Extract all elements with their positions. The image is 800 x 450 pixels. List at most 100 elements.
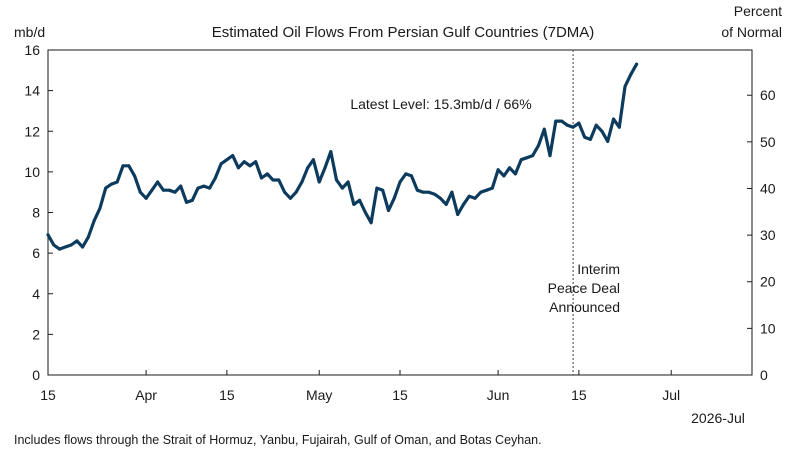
left-y-tick-label: 8 [32, 205, 40, 221]
data-point [121, 164, 125, 168]
right-y-tick-label: 40 [760, 180, 776, 196]
left-y-tick-label: 2 [32, 326, 40, 342]
data-point [629, 72, 633, 76]
data-point [588, 137, 592, 141]
data-point [404, 172, 408, 176]
data-point [623, 85, 627, 89]
chart-title: Estimated Oil Flows From Persian Gulf Co… [212, 24, 595, 41]
data-point [115, 180, 119, 184]
data-point [110, 182, 113, 186]
data-point [467, 194, 471, 198]
data-point [577, 121, 581, 125]
data-point [219, 162, 223, 166]
data-point [138, 190, 142, 194]
footnote: Includes flows through the Strait of Hor… [14, 433, 542, 447]
data-point [635, 62, 639, 66]
axes-group: 0 2 4 6 8 10 12 14 16 0 10 20 30 40 50 60 15 Apr 15 May 15 Ju… [24, 42, 775, 403]
data-point [456, 213, 460, 216]
left-y-tick-label: 6 [32, 245, 40, 261]
data-point [300, 180, 304, 184]
x-tick-label: May [306, 387, 332, 403]
data-point [617, 125, 621, 129]
right-axis-label-line-1: Percent [734, 3, 782, 19]
data-point [46, 233, 50, 237]
data-point [208, 186, 212, 190]
data-point [127, 164, 131, 168]
data-point [69, 243, 73, 247]
data-point [600, 129, 604, 133]
data-point [427, 190, 431, 194]
data-point [75, 239, 79, 243]
data-point [167, 188, 171, 192]
data-point [185, 200, 188, 204]
data-point [410, 174, 413, 178]
plot-area [46, 50, 639, 375]
x-tick-label: Jul [662, 387, 680, 403]
data-point [254, 160, 258, 164]
data-point [381, 188, 385, 192]
data-point [311, 158, 315, 162]
data-point [525, 156, 529, 160]
data-point [450, 190, 454, 194]
peace-deal-annotation-line-3: Announced [549, 299, 620, 315]
data-point [196, 186, 200, 190]
left-y-tick-label: 0 [32, 367, 40, 383]
data-point [202, 184, 206, 188]
data-point [548, 154, 552, 158]
data-point [52, 243, 56, 247]
data-point [513, 172, 517, 176]
data-point [352, 202, 356, 206]
data-point [236, 166, 240, 170]
right-y-tick-label: 20 [760, 274, 776, 290]
data-point [335, 178, 338, 182]
peace-deal-annotation-line-2: Peace Deal [548, 280, 620, 296]
oil-flow-line [46, 62, 639, 251]
data-point [98, 206, 102, 210]
data-point [294, 190, 298, 194]
data-point [277, 178, 281, 182]
x-tick-label: Jun [487, 387, 510, 403]
data-point [317, 180, 321, 184]
right-y-tick-label: 60 [760, 87, 776, 103]
data-point [173, 190, 177, 194]
data-point [479, 190, 483, 194]
data-point [542, 127, 546, 131]
data-point [531, 154, 535, 158]
data-point [346, 180, 350, 184]
data-point [63, 245, 67, 249]
latest-level-annotation: Latest Level: 15.3mb/d / 66% [350, 96, 531, 112]
data-point [421, 190, 425, 194]
data-point [133, 174, 137, 178]
data-point [248, 164, 252, 168]
right-y-tick-label: 30 [760, 227, 776, 243]
data-point [150, 188, 154, 192]
data-point [190, 198, 194, 202]
data-point [329, 150, 333, 154]
left-y-tick-label: 12 [24, 123, 40, 139]
year-label: 2026-Jul [691, 410, 745, 426]
data-point [58, 247, 61, 251]
data-point [606, 139, 610, 143]
peace-deal-annotation-line-1: Interim [577, 261, 620, 277]
data-point [565, 123, 569, 127]
data-point [375, 186, 379, 190]
x-tick-label: Apr [135, 387, 157, 403]
data-point [583, 135, 587, 139]
data-point [508, 166, 512, 170]
data-point [490, 186, 494, 190]
data-point [462, 202, 465, 206]
data-point [363, 211, 367, 214]
data-point [271, 178, 275, 182]
data-point [242, 160, 246, 164]
left-y-tick-label: 16 [24, 42, 40, 58]
data-point [433, 192, 437, 196]
data-point [415, 188, 419, 192]
data-point [144, 196, 148, 200]
data-point [306, 166, 310, 170]
data-point [502, 174, 506, 178]
data-point [86, 235, 90, 239]
right-axis-label-line-2: of Normal [721, 24, 782, 40]
data-point [358, 198, 362, 202]
data-point [594, 123, 598, 127]
